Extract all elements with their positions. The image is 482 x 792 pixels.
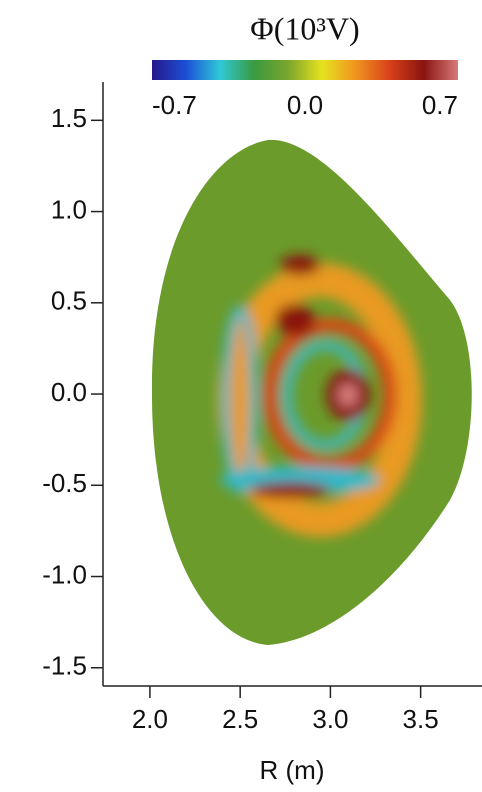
x-axis-label: R (m) [260, 755, 325, 785]
ring [218, 263, 422, 537]
blob [250, 482, 330, 498]
y-tick-label: -0.5 [42, 468, 87, 498]
x-tick-label: 3.5 [403, 704, 439, 734]
colorbar-tick-label: 0.7 [422, 90, 458, 120]
y-tick-label: 1.0 [51, 194, 87, 224]
colorbar-tick-label: -0.7 [152, 90, 197, 120]
field [151, 139, 472, 645]
colorbar-tick-label: 0.0 [287, 90, 323, 120]
core [338, 383, 358, 407]
field-structures [218, 255, 422, 537]
y-tick-label: -1.0 [42, 559, 87, 589]
blob [280, 255, 320, 275]
ring [263, 318, 397, 472]
x-tick-label: 2.5 [222, 704, 258, 734]
colorbar [152, 60, 458, 80]
ring [222, 306, 258, 494]
x-tick-label: 3.0 [312, 704, 348, 734]
colorbar-title: Φ(10³V) [250, 10, 359, 46]
y-tick-label: 1.5 [51, 103, 87, 133]
y-tick-label: -1.5 [42, 651, 87, 681]
y-tick-label: 0.0 [51, 377, 87, 407]
plasma-boundary [151, 139, 472, 645]
x-tick-label: 2.0 [132, 704, 168, 734]
blob [275, 304, 315, 336]
y-tick-label: 0.5 [51, 286, 87, 316]
